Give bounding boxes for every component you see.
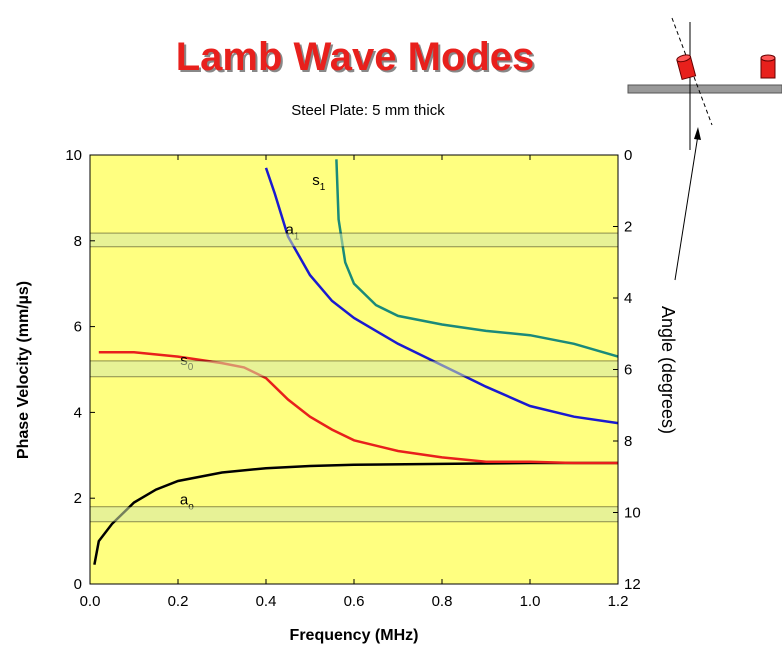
plate xyxy=(627,84,782,94)
angle-band xyxy=(89,232,619,248)
y-tick-label: 10 xyxy=(65,147,82,164)
mode-label: s1 xyxy=(312,172,326,193)
mode-letter: a xyxy=(285,221,294,238)
transducer xyxy=(676,54,697,81)
transducer xyxy=(760,54,776,79)
y-axis-label: Phase Velocity (mm/µs) xyxy=(15,281,32,459)
y2-tick-label: 10 xyxy=(624,505,641,522)
bands xyxy=(89,232,619,523)
y2-tick-label: 6 xyxy=(624,362,632,379)
arrow xyxy=(674,134,699,281)
mode-curve xyxy=(335,159,619,358)
x-tick-label: 1.2 xyxy=(608,593,629,610)
mode-curve xyxy=(93,461,618,565)
y2-tick-label: 0 xyxy=(624,147,632,164)
y-tick-label: 8 xyxy=(74,233,82,250)
mode-curve xyxy=(98,351,618,465)
mode-letter: a xyxy=(180,492,189,509)
angle-band xyxy=(89,506,619,523)
x-tick-label: 0.4 xyxy=(256,593,277,610)
y2-tick-label: 4 xyxy=(624,290,632,307)
y-tick-label: 6 xyxy=(74,319,82,336)
x-tick-label: 1.0 xyxy=(520,593,541,610)
arrow-head xyxy=(694,127,701,140)
y2-tick-label: 12 xyxy=(624,576,641,593)
mode-letter: s xyxy=(312,172,320,189)
chart-title: Lamb Wave Modes xyxy=(176,35,535,79)
wedge-diagram xyxy=(627,17,782,281)
title-shadow: Lamb Wave Modes xyxy=(178,37,537,81)
y2-tick-label: 2 xyxy=(624,219,632,236)
x-tick-label: 0.2 xyxy=(168,593,189,610)
y-tick-label: 2 xyxy=(74,490,82,507)
y-tick-label: 0 xyxy=(74,576,82,593)
y-tick-label: 4 xyxy=(74,404,82,421)
angle-band xyxy=(89,360,619,378)
x-tick-label: 0.0 xyxy=(80,593,101,610)
subtitle: Steel Plate: 5 mm thick xyxy=(291,102,445,119)
x-tick-label: 0.6 xyxy=(344,593,365,610)
y2-axis-label: Angle (degrees) xyxy=(658,306,678,434)
mode-curve xyxy=(264,167,619,425)
mode-subscript: 1 xyxy=(320,182,326,193)
x-tick-label: 0.8 xyxy=(432,593,453,610)
y2-tick-label: 8 xyxy=(624,433,632,450)
x-axis-label: Frequency (MHz) xyxy=(290,627,419,644)
